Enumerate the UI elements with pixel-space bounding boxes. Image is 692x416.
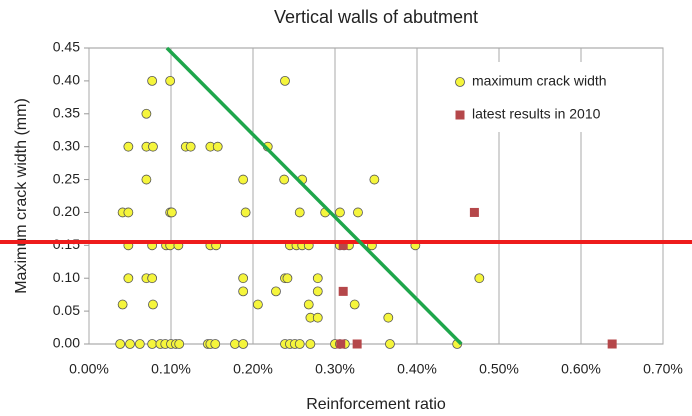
point: [335, 207, 345, 218]
x-tick-label: 0.40%: [397, 361, 437, 377]
point: [303, 299, 314, 310]
point: [166, 207, 177, 218]
point: [279, 174, 290, 185]
point: [253, 299, 263, 310]
point: [212, 141, 223, 152]
point: [123, 141, 134, 152]
point: [294, 207, 305, 218]
point: [117, 299, 128, 310]
point: [607, 339, 617, 349]
point: [148, 141, 158, 152]
point: [125, 339, 135, 349]
point: [123, 273, 134, 284]
point: [210, 339, 221, 349]
point: [123, 207, 134, 218]
x-axis-title: Reinforcement ratio: [306, 396, 446, 413]
x-tick-label: 0.20%: [233, 361, 273, 377]
point: [134, 339, 145, 349]
y-tick-label: 0.05: [53, 302, 80, 318]
point: [305, 339, 316, 349]
legend-marker: [455, 77, 465, 87]
x-tick-label: 0.10%: [151, 361, 191, 377]
point: [174, 339, 185, 349]
point: [385, 339, 395, 349]
x-tick-label: 0.00%: [69, 361, 109, 377]
point: [165, 75, 176, 86]
point: [141, 108, 152, 119]
legend-box: [448, 62, 648, 132]
y-tick-label: 0.30: [53, 137, 80, 153]
point: [238, 286, 249, 297]
point: [338, 286, 348, 296]
point: [280, 75, 290, 86]
y-tick-label: 0.20: [53, 203, 80, 219]
point: [294, 339, 305, 349]
point: [230, 339, 240, 349]
point: [353, 207, 363, 218]
y-tick-label: 0.45: [53, 39, 80, 55]
point: [312, 312, 323, 323]
y-tick-label: 0.00: [53, 335, 80, 351]
point: [336, 339, 346, 349]
point: [148, 299, 158, 310]
point: [238, 174, 249, 185]
point: [115, 339, 126, 349]
point: [369, 174, 380, 185]
x-tick-label: 0.70%: [643, 361, 683, 377]
x-tick-label: 0.50%: [479, 361, 519, 377]
point: [238, 273, 249, 284]
y-axis-title: Maximum crack width (mm): [13, 98, 30, 294]
y-tick-label: 0.10: [53, 269, 80, 285]
x-tick-label: 0.30%: [315, 361, 355, 377]
x-tick-label: 0.60%: [561, 361, 601, 377]
point: [469, 207, 479, 217]
point: [271, 286, 281, 297]
chart-title: Vertical walls of abutment: [274, 7, 478, 27]
y-tick-label: 0.35: [53, 104, 80, 120]
point: [312, 273, 323, 284]
point: [147, 273, 158, 284]
point: [474, 273, 485, 284]
legend-label: maximum crack width: [472, 73, 607, 89]
point: [147, 339, 158, 349]
point: [240, 207, 251, 218]
point: [185, 141, 196, 152]
point: [352, 339, 362, 349]
point: [238, 339, 249, 349]
legend-label: latest results in 2010: [472, 106, 601, 122]
point: [349, 299, 360, 310]
point: [338, 240, 348, 250]
point: [282, 273, 293, 284]
trend-line: [165, 46, 463, 346]
point: [312, 286, 323, 297]
point: [147, 75, 158, 86]
y-tick-label: 0.40: [53, 72, 80, 88]
point: [141, 174, 152, 185]
legend-marker: [455, 110, 465, 120]
point: [383, 312, 394, 323]
y-tick-label: 0.25: [53, 170, 80, 186]
